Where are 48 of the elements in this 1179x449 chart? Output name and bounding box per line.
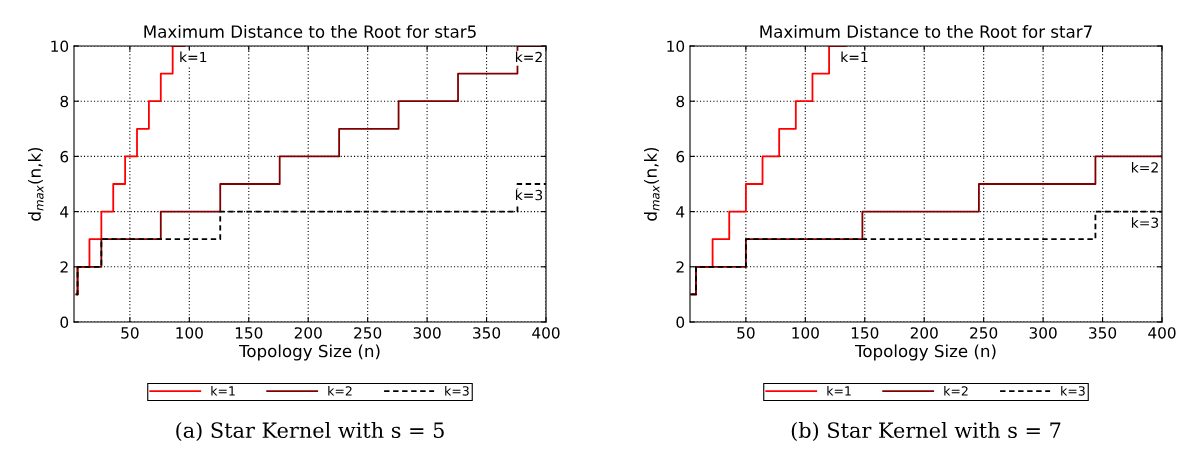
y-tick-label: 0: [676, 316, 685, 329]
x-tick-label: 400: [1148, 327, 1176, 339]
legend-label: k=2: [328, 385, 352, 396]
y-tick-label: 10: [51, 40, 69, 53]
text: (a) Star Kernel with s = 5: [176, 421, 444, 441]
chart-title: Maximum Distance to the Root for star7: [760, 25, 1092, 38]
y-tick-label: 2: [676, 261, 684, 273]
legend-label: k=1: [827, 385, 851, 396]
x-tick-label: 200: [294, 327, 322, 339]
text: (b) Star Kernel with s = 7: [791, 421, 1061, 441]
x-tick-label: 300: [413, 327, 441, 339]
y-tick-label: 4: [676, 206, 685, 218]
y-tick-label: 8: [60, 95, 69, 108]
x-tick-label: 100: [792, 327, 819, 339]
x-tick-label: 350: [1089, 327, 1117, 339]
chart-title: Maximum Distance to the Root for star5: [144, 25, 476, 38]
y-tick-label: 2: [60, 261, 68, 273]
x-tick-label: 200: [910, 327, 938, 339]
annotation: k=3: [515, 189, 543, 201]
x-tick-label: 150: [235, 327, 263, 339]
x-axis-title: Topology Size (n): [854, 344, 996, 361]
x-tick-label: 400: [532, 327, 560, 339]
x-tick-label: 250: [354, 327, 382, 339]
y-tick-label: 6: [60, 150, 69, 163]
x-tick-label: 250: [970, 327, 998, 339]
annotation: k=2: [1131, 161, 1158, 173]
x-tick-label: 100: [176, 327, 203, 339]
x-axis-title: Topology Size (n): [238, 344, 380, 361]
annotation: k=3: [1131, 217, 1159, 228]
x-tick-label: 50: [737, 327, 755, 339]
y-tick-label: 6: [676, 150, 685, 163]
y-tick-label: 4: [60, 206, 69, 218]
annotation: k=1: [180, 51, 207, 63]
y-axis-title: d$_{max}$(n,k): [28, 147, 44, 221]
annotation: k=2: [515, 51, 542, 63]
legend-label: k=3: [445, 385, 469, 396]
legend-label: k=3: [1061, 385, 1085, 396]
x-tick-label: 300: [1029, 327, 1057, 339]
y-tick-label: 0: [60, 316, 69, 329]
legend-label: k=1: [211, 385, 235, 396]
x-tick-label: 350: [473, 327, 501, 339]
x-tick-label: 150: [851, 327, 879, 339]
y-tick-label: 10: [667, 40, 685, 53]
y-tick-label: 8: [676, 95, 685, 108]
x-tick-label: 50: [121, 327, 139, 339]
y-axis-title: d$_{max}$(n,k): [644, 147, 660, 221]
annotation: k=1: [841, 51, 868, 63]
legend-label: k=2: [944, 385, 968, 396]
